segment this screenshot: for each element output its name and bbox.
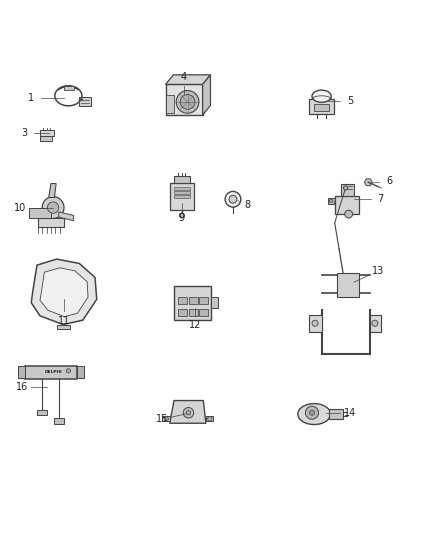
Text: 5: 5 (347, 95, 353, 106)
Text: 10: 10 (14, 203, 26, 213)
Polygon shape (206, 416, 213, 422)
Polygon shape (178, 297, 187, 304)
Polygon shape (57, 325, 70, 329)
Polygon shape (329, 409, 343, 419)
Circle shape (183, 408, 194, 418)
Text: 4: 4 (181, 71, 187, 82)
Circle shape (305, 406, 318, 419)
Text: DELPHI: DELPHI (44, 370, 62, 374)
Polygon shape (211, 297, 218, 308)
Text: 14: 14 (344, 408, 356, 418)
Circle shape (180, 94, 195, 109)
Polygon shape (162, 416, 170, 422)
Text: 9: 9 (179, 214, 185, 223)
Circle shape (164, 417, 168, 421)
Circle shape (312, 320, 318, 326)
Polygon shape (174, 195, 190, 198)
Text: 13: 13 (372, 266, 385, 276)
Circle shape (47, 202, 59, 213)
Polygon shape (40, 268, 88, 317)
Polygon shape (49, 183, 56, 198)
Text: 7: 7 (378, 194, 384, 204)
Circle shape (42, 197, 64, 219)
Polygon shape (79, 97, 91, 106)
Polygon shape (364, 179, 372, 185)
Polygon shape (341, 183, 354, 196)
Circle shape (329, 199, 333, 203)
Circle shape (176, 91, 199, 113)
Text: 16: 16 (15, 382, 28, 392)
Polygon shape (174, 176, 190, 183)
Text: 1: 1 (28, 93, 34, 103)
Circle shape (66, 369, 71, 373)
Text: 3: 3 (21, 128, 28, 139)
Ellipse shape (312, 90, 331, 102)
Text: 6: 6 (386, 176, 392, 187)
Circle shape (372, 320, 378, 326)
Circle shape (208, 417, 212, 421)
Polygon shape (77, 367, 84, 378)
Polygon shape (308, 314, 321, 332)
Polygon shape (328, 198, 335, 204)
Polygon shape (199, 297, 208, 304)
Polygon shape (170, 400, 206, 423)
Polygon shape (189, 297, 198, 304)
Polygon shape (31, 259, 97, 325)
Polygon shape (314, 103, 329, 111)
Polygon shape (203, 75, 211, 115)
Polygon shape (25, 366, 77, 379)
Polygon shape (18, 367, 25, 378)
Polygon shape (199, 309, 208, 316)
Polygon shape (189, 309, 198, 316)
Text: 8: 8 (244, 200, 251, 211)
Circle shape (343, 185, 348, 190)
Polygon shape (170, 183, 194, 210)
Text: 11: 11 (58, 316, 70, 326)
Polygon shape (38, 219, 64, 227)
Polygon shape (337, 273, 359, 297)
Circle shape (186, 410, 191, 415)
Polygon shape (39, 130, 54, 136)
Polygon shape (166, 84, 203, 115)
Text: 15: 15 (156, 414, 169, 424)
Polygon shape (174, 188, 190, 190)
Polygon shape (53, 418, 64, 424)
Polygon shape (39, 136, 52, 141)
Circle shape (309, 410, 314, 415)
Polygon shape (174, 191, 190, 194)
Polygon shape (370, 314, 381, 332)
Polygon shape (335, 196, 359, 214)
Circle shape (179, 213, 184, 218)
Ellipse shape (298, 403, 331, 425)
Polygon shape (309, 99, 334, 114)
Polygon shape (37, 410, 47, 415)
Polygon shape (59, 212, 74, 221)
Polygon shape (166, 95, 174, 113)
Circle shape (225, 191, 241, 207)
Polygon shape (178, 309, 187, 316)
Text: 12: 12 (189, 320, 201, 330)
Polygon shape (174, 286, 211, 320)
Circle shape (345, 210, 353, 218)
Circle shape (229, 195, 237, 203)
Polygon shape (166, 75, 211, 84)
Polygon shape (29, 207, 51, 219)
FancyBboxPatch shape (64, 86, 74, 90)
